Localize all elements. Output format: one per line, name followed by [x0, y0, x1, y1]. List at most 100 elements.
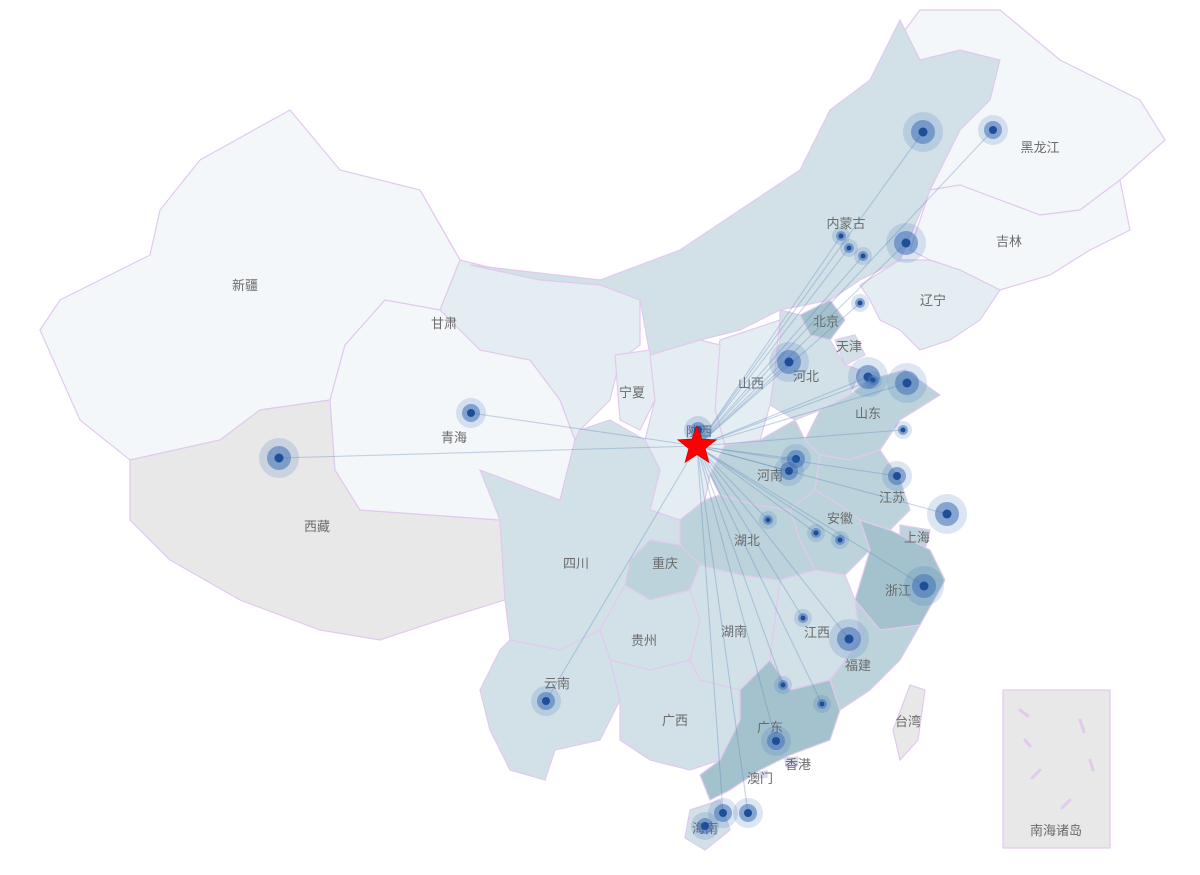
destination-marker[interactable]	[832, 227, 850, 245]
destination-marker[interactable]	[456, 398, 486, 428]
route-line	[696, 445, 777, 742]
province-tianjin[interactable]	[834, 334, 866, 366]
province-label-xizang: 西藏	[304, 520, 330, 535]
route-line	[696, 445, 797, 460]
province-label-anhui: 安徽	[827, 512, 853, 527]
route-line	[696, 445, 784, 686]
route-line	[696, 445, 948, 515]
route-line	[696, 445, 749, 814]
destination-marker[interactable]	[259, 438, 299, 478]
nanhai-island-mark	[1060, 798, 1072, 810]
route-line	[696, 255, 864, 447]
destination-marker[interactable]	[531, 686, 561, 716]
nanhai-island-mark	[1078, 718, 1086, 734]
route-line	[696, 235, 842, 447]
destination-marker[interactable]	[848, 357, 888, 397]
province-label-tianjin: 天津	[836, 340, 862, 355]
destination-marker[interactable]	[813, 695, 831, 713]
province-label-xinjiang: 新疆	[232, 278, 258, 294]
route-line	[696, 445, 823, 705]
destination-marker[interactable]	[840, 239, 858, 257]
destination-marker[interactable]	[807, 524, 825, 542]
star-icon[interactable]	[676, 424, 718, 464]
destination-marker[interactable]	[794, 609, 812, 627]
destination-marker[interactable]	[831, 531, 849, 549]
route-line	[696, 445, 769, 521]
province-label-guizhou: 贵州	[631, 634, 657, 649]
nanhai-island-mark	[1088, 758, 1095, 772]
province-label-layer: 新疆西藏青海甘肃内蒙古黑龙江吉林辽宁北京天津河北山西宁夏陕西山东河南江苏安徽上海…	[232, 141, 1082, 839]
province-label-fujian: 福建	[845, 659, 871, 674]
province-fujian[interactable]	[829, 598, 922, 711]
province-label-hebei: 河北	[793, 370, 819, 385]
province-aomen[interactable]	[759, 770, 768, 779]
province-label-nanhai: 南海诸岛	[1030, 823, 1082, 839]
destination-marker[interactable]	[904, 566, 944, 606]
province-label-aomen: 澳门	[747, 771, 773, 787]
province-label-neimenggu: 内蒙古	[826, 216, 865, 232]
province-label-xianggang: 香港	[785, 758, 811, 773]
route-line	[696, 361, 790, 447]
destination-marker[interactable]	[854, 247, 872, 265]
route-line	[696, 302, 861, 447]
route-line	[278, 445, 698, 459]
nanhai-island-mark	[1023, 738, 1032, 748]
destination-marker[interactable]	[708, 798, 738, 828]
province-ningxia[interactable]	[614, 349, 656, 431]
destination-marker[interactable]	[691, 812, 719, 840]
province-layer	[39, 9, 1166, 851]
province-liaoning[interactable]	[859, 259, 1001, 351]
destination-marker[interactable]	[887, 363, 927, 403]
province-label-beijing: 北京	[813, 315, 839, 330]
route-line	[696, 445, 850, 640]
province-taiwan[interactable]	[892, 684, 926, 762]
province-label-shanghai: 上海	[904, 531, 930, 546]
province-label-hunan: 湖南	[721, 624, 747, 640]
province-label-zhejiang: 浙江	[885, 584, 911, 599]
destination-marker[interactable]	[978, 115, 1008, 145]
route-line	[470, 412, 698, 447]
province-guangdong[interactable]	[699, 659, 841, 801]
province-label-taiwan: 台湾	[895, 714, 921, 730]
province-label-qinghai: 青海	[441, 431, 467, 446]
province-label-gansu: 甘肃	[431, 317, 457, 332]
province-label-liaoning: 辽宁	[920, 293, 946, 309]
destination-marker[interactable]	[829, 619, 869, 659]
province-xianggang[interactable]	[784, 756, 799, 768]
province-label-yunnan: 云南	[544, 676, 570, 692]
province-label-jiangsu: 江苏	[879, 490, 905, 506]
route-line	[696, 445, 841, 541]
province-label-chongqing: 重庆	[652, 556, 678, 572]
province-label-shandong: 山东	[855, 407, 881, 422]
route-line	[696, 379, 874, 447]
province-label-ningxia: 宁夏	[619, 385, 645, 401]
destination-marker[interactable]	[774, 676, 792, 694]
destination-marker[interactable]	[769, 342, 809, 382]
route-line	[696, 445, 817, 534]
province-label-henan: 河南	[757, 468, 783, 484]
nanhai-island-mark	[1018, 708, 1030, 718]
destination-marker[interactable]	[864, 371, 882, 389]
province-label-guangxi: 广西	[662, 714, 688, 729]
route-line	[696, 247, 850, 447]
route-line	[696, 445, 804, 619]
province-label-heilongjiang: 黑龙江	[1020, 141, 1059, 156]
destination-marker[interactable]	[894, 421, 912, 439]
route-line	[696, 445, 925, 587]
nanhai-island-mark	[1030, 768, 1042, 780]
destination-marker[interactable]	[886, 223, 926, 263]
destination-marker[interactable]	[774, 456, 804, 486]
destination-marker[interactable]	[927, 494, 967, 534]
destination-marker[interactable]	[851, 294, 869, 312]
route-line	[696, 382, 908, 447]
destination-marker[interactable]	[882, 461, 912, 491]
destination-marker[interactable]	[759, 511, 777, 529]
province-label-jiangxi: 江西	[804, 626, 830, 641]
route-line	[696, 429, 904, 447]
route-line	[696, 445, 724, 814]
destination-marker[interactable]	[733, 798, 763, 828]
destination-marker[interactable]	[903, 112, 943, 152]
province-label-shanxi: 山西	[738, 377, 764, 392]
destination-marker[interactable]	[761, 726, 791, 756]
route-line	[696, 445, 790, 472]
